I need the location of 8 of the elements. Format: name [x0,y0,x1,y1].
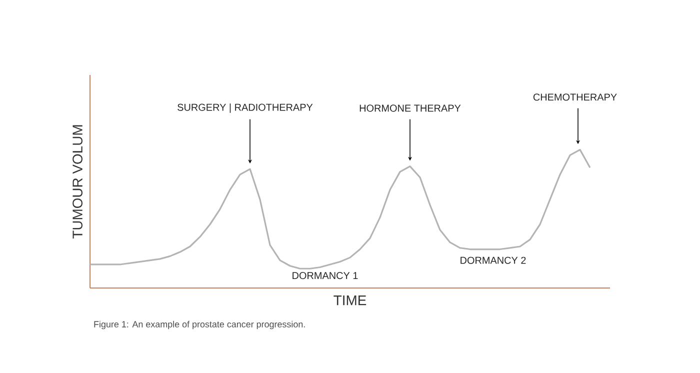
text: CHEMOTHERAPY [533,94,617,101]
text: HORMONE THERAPY [360,104,461,112]
text: SURGERY | RADIOTHERAPY [178,104,313,113]
annotation: DORMANCY 2 [460,256,526,264]
x-axis-title: TIME [334,296,366,306]
y-axis-title: TUMOUR VOLUM [72,125,82,239]
annotation: DORMANCY 1 [292,272,358,280]
caption: Figure 1: An example of prostate cancer progression. [94,320,305,330]
